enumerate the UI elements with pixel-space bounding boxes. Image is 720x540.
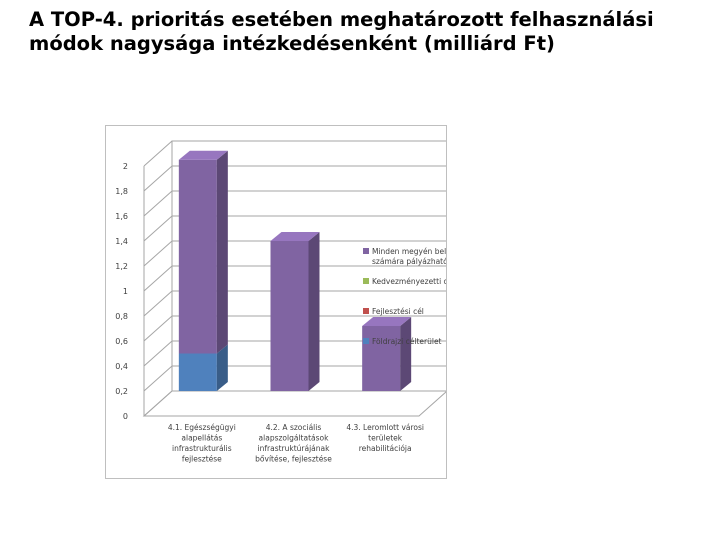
legend-swatch bbox=[363, 278, 369, 284]
legend-swatch bbox=[363, 338, 369, 344]
y-gridline bbox=[143, 140, 446, 167]
y-gridline bbox=[143, 340, 446, 367]
x-tick-label: 4.2. A szociális alapszolgáltatások infras… bbox=[255, 423, 332, 464]
y-gridline bbox=[143, 215, 446, 242]
bar-side bbox=[400, 317, 412, 391]
y-gridline bbox=[143, 240, 446, 267]
y-tick-label: 0,6 bbox=[115, 337, 128, 346]
bar-top bbox=[178, 150, 228, 160]
bar bbox=[362, 326, 401, 391]
y-gridline bbox=[143, 265, 446, 292]
y-tick-label: 1,2 bbox=[115, 262, 128, 271]
chart-floor bbox=[142, 390, 446, 417]
legend-label: Fejlesztési cél bbox=[372, 307, 424, 316]
y-tick-label: 1 bbox=[123, 287, 128, 296]
bar-side bbox=[308, 232, 320, 391]
chart-svg: 0 0,2 0,4 0,6 0,8 1 1,2 1,4 1,6 1,8 2 4.1. Egészség… bbox=[115, 140, 446, 464]
bar-top bbox=[270, 232, 320, 241]
x-tick-label: 4.1. Egészségügyi alapellátás infrastruktu… bbox=[168, 423, 236, 464]
x-tick-label: 4.3. Leromlott városi területek rehabilitá… bbox=[346, 423, 424, 453]
bar-top bbox=[362, 317, 412, 326]
bar bbox=[178, 159, 217, 354]
y-gridline bbox=[143, 390, 446, 417]
slide-title: A TOP-4. prioritás esetében meghatározot… bbox=[29, 8, 654, 55]
y-tick-label: 0,8 bbox=[115, 312, 128, 321]
bar-side bbox=[216, 150, 228, 354]
y-gridline bbox=[143, 365, 446, 392]
y-gridline bbox=[143, 165, 446, 192]
y-tick-label: 2 bbox=[123, 162, 128, 171]
y-tick-label: 0 bbox=[123, 412, 128, 421]
y-gridline bbox=[143, 290, 446, 317]
y-gridline bbox=[143, 190, 446, 217]
bar-side bbox=[216, 344, 228, 391]
y-tick-label: 1,6 bbox=[115, 212, 128, 221]
chart-frame: 0 0,2 0,4 0,6 0,8 1 1,2 1,4 1,6 1,8 2 4.1. Egészség… bbox=[105, 125, 447, 479]
legend-label: Minden megyén belüli jogosultszámára pál… bbox=[372, 247, 446, 266]
y-tick-label: 1,8 bbox=[115, 187, 128, 196]
y-gridline bbox=[143, 315, 446, 342]
y-tick-label: 0,4 bbox=[115, 362, 128, 371]
y-tick-label: 0,2 bbox=[115, 387, 128, 396]
legend-swatch bbox=[363, 248, 369, 254]
bar bbox=[270, 241, 309, 391]
y-tick-label: 1,4 bbox=[115, 237, 128, 246]
legend-label: Kedvezményezetti csoport bbox=[372, 277, 446, 286]
legend-swatch bbox=[363, 308, 369, 314]
legend-label: Földrajzi célterület bbox=[372, 337, 442, 346]
bar bbox=[178, 353, 217, 391]
